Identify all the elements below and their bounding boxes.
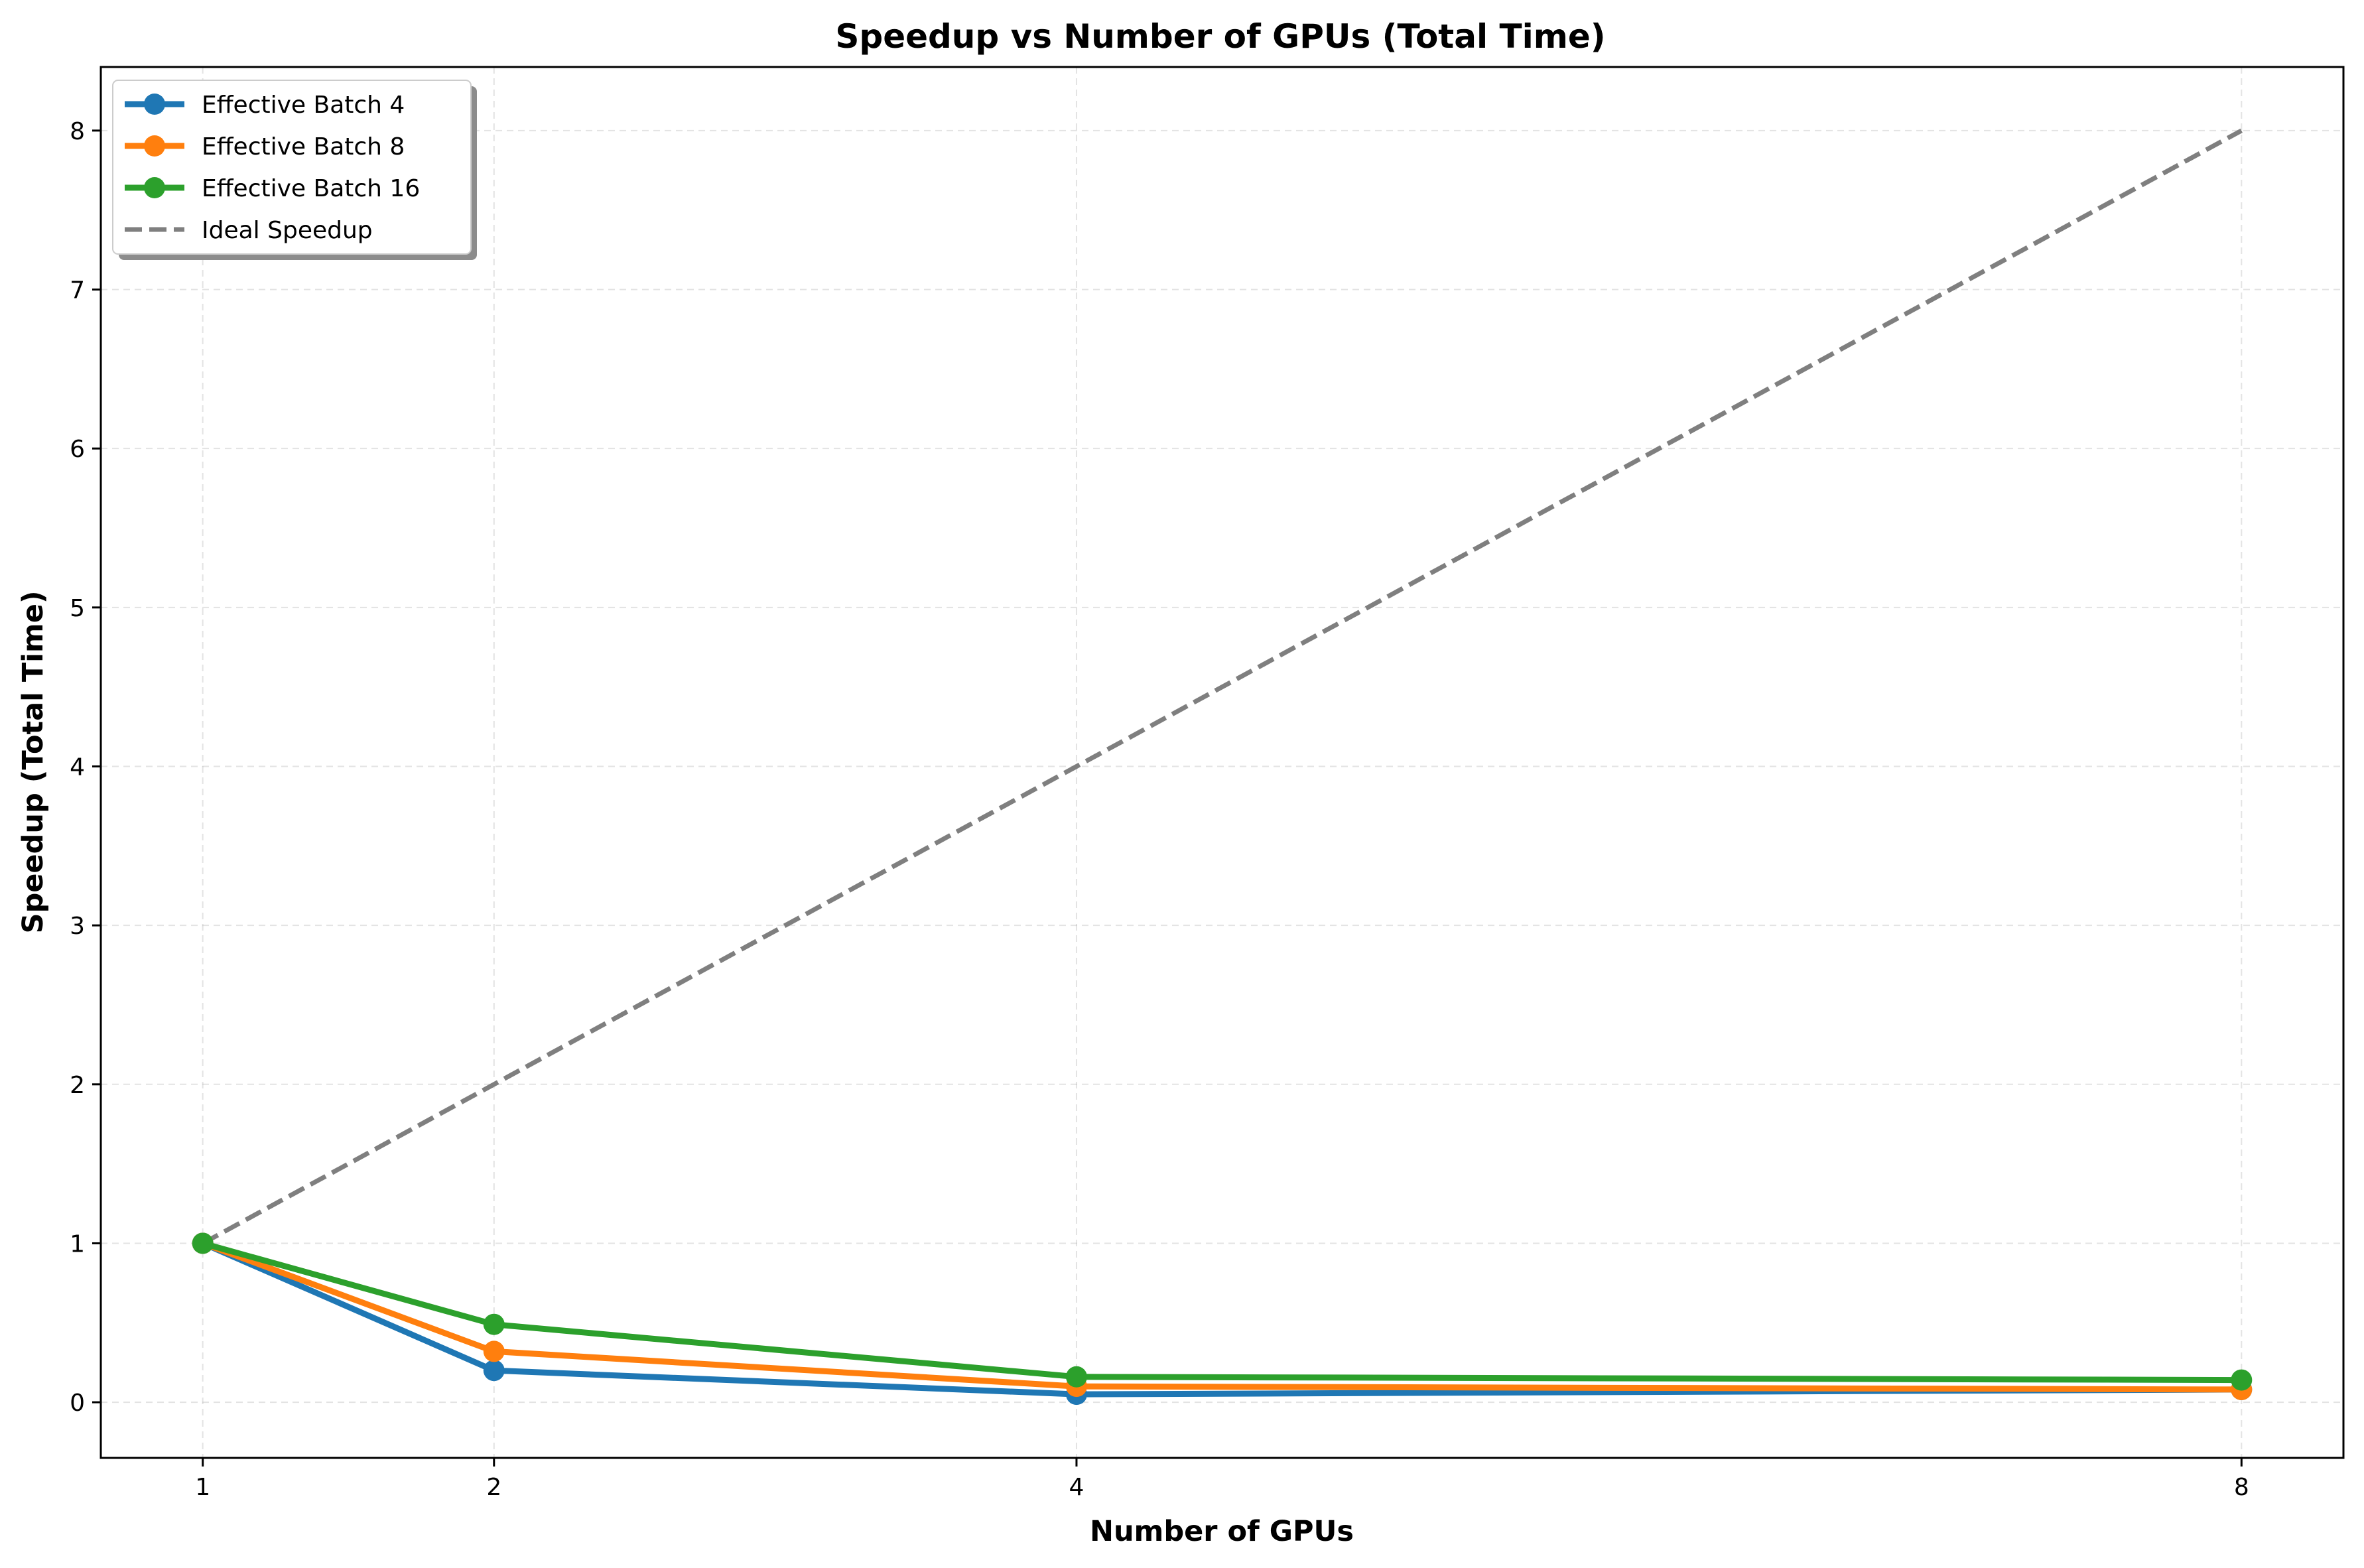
- series-line-effective-batch-16: [202, 1240, 2242, 1384]
- y-tick-label: 1: [70, 1230, 85, 1258]
- data-point-effective-batch-4: [483, 1360, 505, 1382]
- series-line-ideal-speedup: [202, 128, 2243, 1246]
- plot-frame: [99, 66, 2345, 1459]
- y-tick-label: 6: [70, 436, 85, 463]
- legend-label-effective-batch-4: Effective Batch 4: [202, 92, 405, 119]
- y-tick-label: 0: [70, 1390, 85, 1417]
- y-axis: 0 1 2 3 4 5 6 7 8: [70, 118, 101, 1417]
- legend-marker-effective-batch-4: [144, 94, 165, 115]
- chart-title: Speedup vs Number of GPUs (Total Time): [835, 17, 1605, 56]
- y-tick-label: 3: [70, 913, 85, 940]
- data-point-effective-batch-16: [2231, 1369, 2253, 1391]
- y-tick-label: 5: [70, 595, 85, 622]
- ideal-speedup-layer: [202, 128, 2243, 1246]
- y-tick-label: 4: [70, 753, 85, 781]
- x-axis: 1 2 4 8: [195, 1458, 2249, 1501]
- y-axis-label: Speedup (Total Time): [17, 590, 50, 933]
- y-tick-label: 2: [70, 1072, 85, 1099]
- y-tick-label: 7: [70, 277, 85, 304]
- x-axis-label: Number of GPUs: [1090, 1515, 1354, 1548]
- data-point-effective-batch-16: [192, 1232, 214, 1254]
- legend-label-effective-batch-16: Effective Batch 16: [202, 175, 420, 202]
- legend-marker-effective-batch-16: [144, 177, 165, 198]
- series-ideal-speedup: [202, 128, 2243, 1246]
- data-point-effective-batch-8: [483, 1340, 505, 1362]
- grid: [101, 67, 2343, 1458]
- data-point-effective-batch-16: [1065, 1366, 1087, 1388]
- series-line-effective-batch-8: [202, 1240, 2242, 1393]
- y-tick-label: 8: [70, 118, 85, 145]
- x-tick-label: 4: [1069, 1474, 1084, 1501]
- legend-label-effective-batch-8: Effective Batch 8: [202, 133, 405, 161]
- x-tick-label: 8: [2234, 1474, 2249, 1501]
- x-tick-label: 1: [195, 1474, 210, 1501]
- legend-box: [112, 80, 472, 255]
- series-line-effective-batch-4: [201, 1240, 2242, 1398]
- x-tick-label: 2: [486, 1474, 501, 1501]
- legend: Effective Batch 4 Effective Batch 8 Effect…: [112, 80, 477, 260]
- legend-label-ideal-speedup: Ideal Speedup: [202, 217, 373, 244]
- series-effective-batch-16: [192, 1232, 2253, 1391]
- data-point-effective-batch-16: [483, 1313, 505, 1335]
- series-layer: [192, 1232, 2253, 1405]
- legend-marker-effective-batch-8: [144, 135, 165, 157]
